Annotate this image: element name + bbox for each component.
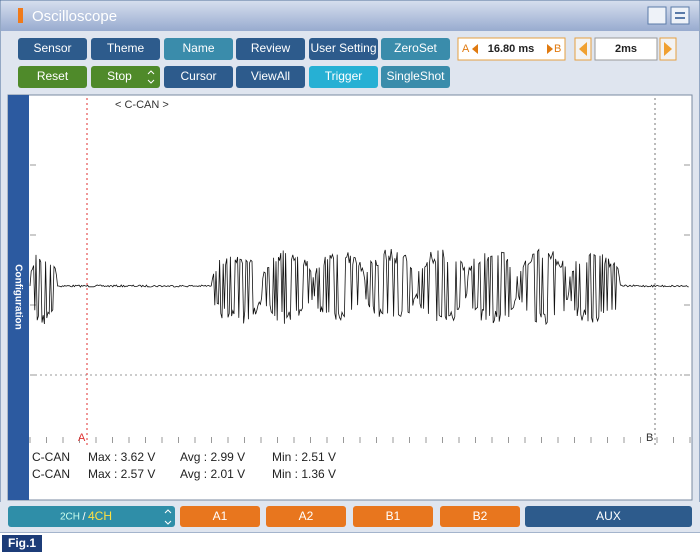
measurement-avg: Avg : 2.01 V	[180, 467, 245, 481]
toolbar-button[interactable]	[91, 66, 160, 88]
toolbar-button[interactable]	[164, 38, 233, 60]
channel-2ch: 2CH	[60, 512, 80, 523]
toolbar-button-label: User Setting	[310, 41, 376, 55]
bottom-button[interactable]	[353, 506, 433, 527]
toolbar-button[interactable]	[236, 38, 305, 60]
toolbar-button-label: ViewAll	[251, 69, 290, 83]
cursor-b-marker: B	[646, 432, 653, 444]
figure-label-box	[2, 535, 42, 552]
toolbar-button-label: Theme	[107, 41, 145, 55]
waveform	[29, 248, 689, 326]
channel-separator: /	[82, 511, 86, 523]
toolbar-button[interactable]	[309, 66, 378, 88]
toolbar-button-label: ZeroSet	[394, 41, 437, 55]
cursor-a-marker: A	[78, 432, 86, 444]
toolbar-button-label: Stop	[107, 69, 132, 83]
measurement-channel: C-CAN	[32, 450, 70, 464]
toolbar-button-label: Trigger	[325, 69, 363, 83]
bottom-button-label: AUX	[596, 509, 621, 523]
toolbar-button[interactable]	[236, 66, 305, 88]
toolbar-button-label: SingleShot	[386, 69, 445, 83]
restore-button[interactable]	[647, 6, 667, 25]
toolbar-button-label: Reset	[37, 69, 69, 83]
measurement-max: Max : 2.57 V	[88, 467, 155, 481]
title-bar	[1, 1, 699, 31]
measurement-max: Max : 3.62 V	[88, 450, 155, 464]
side-tab[interactable]	[8, 95, 29, 500]
measurement-min: Min : 1.36 V	[272, 467, 336, 481]
toolbar-button[interactable]	[18, 66, 87, 88]
bottom-button-label: A2	[299, 509, 314, 523]
bottom-button[interactable]	[180, 506, 260, 527]
plot-area	[7, 94, 693, 501]
toolbar-button[interactable]	[309, 38, 378, 60]
toolbar-button[interactable]	[18, 38, 87, 60]
side-tab-label: Configuration	[12, 264, 23, 330]
cursor-time-value: 16.80 ms	[488, 43, 534, 55]
bottom-button[interactable]	[266, 506, 346, 527]
channel-4ch: 4CH	[88, 509, 112, 523]
measurement-avg: Avg : 2.99 V	[180, 450, 245, 464]
window-title: Oscilloscope	[32, 8, 117, 25]
toolbar-button-label: Sensor	[33, 41, 71, 55]
bottom-button-label: A1	[213, 509, 228, 523]
measurement-min: Min : 2.51 V	[272, 450, 336, 464]
title-icon	[18, 8, 23, 23]
bottom-button[interactable]	[525, 506, 692, 527]
toolbar-button-label: Cursor	[180, 69, 216, 83]
cursor-time-box	[457, 37, 566, 61]
bottom-button[interactable]	[440, 506, 520, 527]
time-div-box	[594, 37, 658, 61]
cursor-a-label: A	[462, 43, 470, 55]
menu-button[interactable]	[670, 6, 690, 25]
bottom-button-label: B1	[386, 509, 401, 523]
toolbar-button[interactable]	[381, 38, 450, 60]
toolbar-button[interactable]	[381, 66, 450, 88]
toolbar-button-label: Review	[251, 41, 291, 55]
cursor-b-label: B	[554, 43, 561, 55]
toolbar-button[interactable]	[164, 66, 233, 88]
time-div: 2ms	[615, 43, 637, 55]
toolbar-button[interactable]	[91, 38, 160, 60]
bottom-button-label: B2	[473, 509, 488, 523]
stop-spinner-icon	[147, 70, 155, 84]
measurement-channel: C-CAN	[32, 467, 70, 481]
toolbar-button-label: Name	[182, 41, 214, 55]
channel-toggle[interactable]	[8, 506, 175, 527]
channel-label: < C-CAN >	[115, 99, 169, 111]
figure-label: Fig.1	[8, 536, 36, 550]
